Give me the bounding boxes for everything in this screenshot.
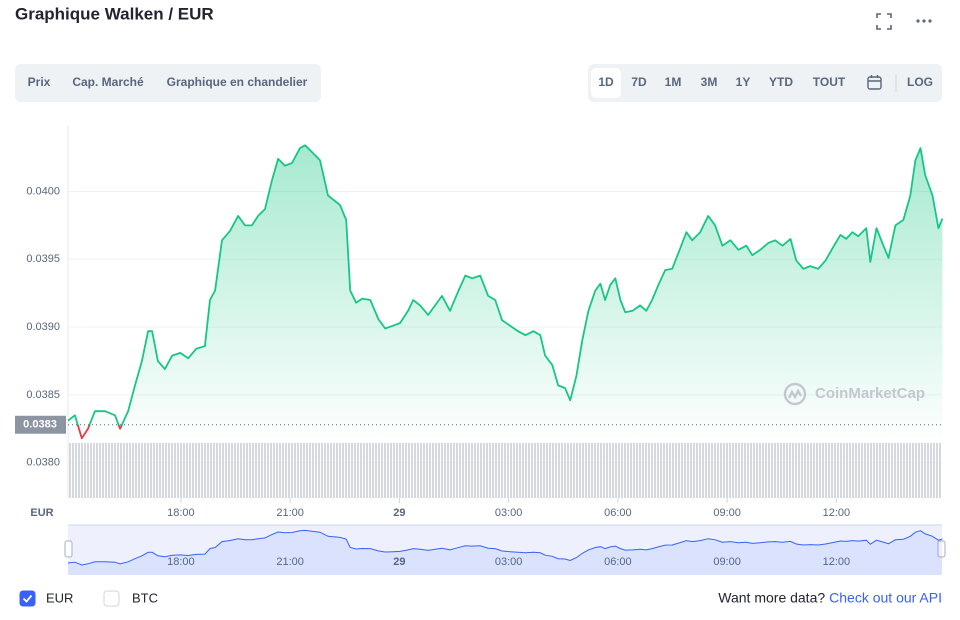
y-tick-label: 0.0400	[26, 185, 60, 197]
price-area	[68, 145, 943, 499]
y-tick-label: 0.0395	[26, 253, 60, 265]
log-button[interactable]: LOG	[907, 75, 933, 89]
navigator-tick-label: 21:00	[276, 556, 304, 568]
series-toggle[interactable]	[19, 590, 36, 607]
navigator-handle[interactable]	[64, 540, 73, 558]
more-button[interactable]	[916, 19, 932, 23]
navigator-tick-label: 18:00	[167, 556, 195, 568]
navigator	[68, 525, 942, 575]
tab[interactable]: Graphique en chandelier	[167, 75, 308, 89]
navigator-tick-label: 09:00	[713, 556, 741, 568]
x-tick-label: 03:00	[495, 507, 523, 519]
range-group	[588, 64, 942, 102]
range-button[interactable]: TOUT	[813, 75, 846, 89]
navigator-tick-label: 06:00	[604, 556, 632, 568]
range-button[interactable]: 7D	[631, 75, 647, 89]
checkmark	[22, 594, 33, 603]
price-line	[67, 144, 944, 440]
navigator-line	[67, 529, 943, 566]
x-tick-label: 12:00	[823, 507, 851, 519]
x-tick-label: 09:00	[713, 507, 741, 519]
navigator-tick-label: 03:00	[495, 556, 523, 568]
range-button[interactable]: 1Y	[736, 75, 751, 89]
fullscreen-button[interactable]	[876, 13, 892, 30]
range-button[interactable]: 3M	[701, 75, 718, 89]
watermark: CoinMarketCap	[815, 385, 925, 402]
tab-group	[15, 64, 321, 102]
y-tick-label: 0.0390	[26, 321, 60, 333]
axis-label: EUR	[30, 507, 53, 519]
api-link[interactable]: Check out our API	[829, 590, 942, 606]
navigator-area	[68, 530, 943, 575]
active-range	[591, 68, 621, 98]
other-toggle[interactable]	[103, 590, 120, 607]
y-tick-label: 0.0380	[26, 457, 60, 469]
reference-badge	[15, 415, 66, 434]
range-button[interactable]: 1M	[665, 75, 682, 89]
x-tick-label: 21:00	[276, 507, 304, 519]
range-button[interactable]: 1D	[598, 75, 614, 89]
reference-label: 0.0383	[23, 419, 57, 431]
range-button[interactable]: YTD	[769, 75, 793, 89]
calendar-button[interactable]	[867, 75, 882, 90]
tab[interactable]: Cap. Marché	[72, 75, 144, 89]
legend-label: EUR	[46, 590, 73, 605]
navigator-handle[interactable]	[937, 540, 946, 558]
legend-label: BTC	[132, 590, 158, 605]
navigator-tick-label: 12:00	[823, 556, 851, 568]
watermark-logo	[783, 382, 807, 406]
x-tick-label: 18:00	[167, 507, 195, 519]
y-tick-label: 0.0385	[26, 389, 60, 401]
volume-bars	[68, 443, 942, 498]
x-tick-label: 06:00	[604, 507, 632, 519]
page-title: Graphique Walken / EUR	[15, 4, 214, 23]
navigator-tick-label: 29	[393, 556, 405, 568]
x-tick-label: 29	[393, 507, 405, 519]
tab[interactable]: Prix	[28, 75, 51, 89]
api-prompt: Want more data?	[718, 590, 825, 606]
legend: EUR BTC	[19, 590, 158, 607]
